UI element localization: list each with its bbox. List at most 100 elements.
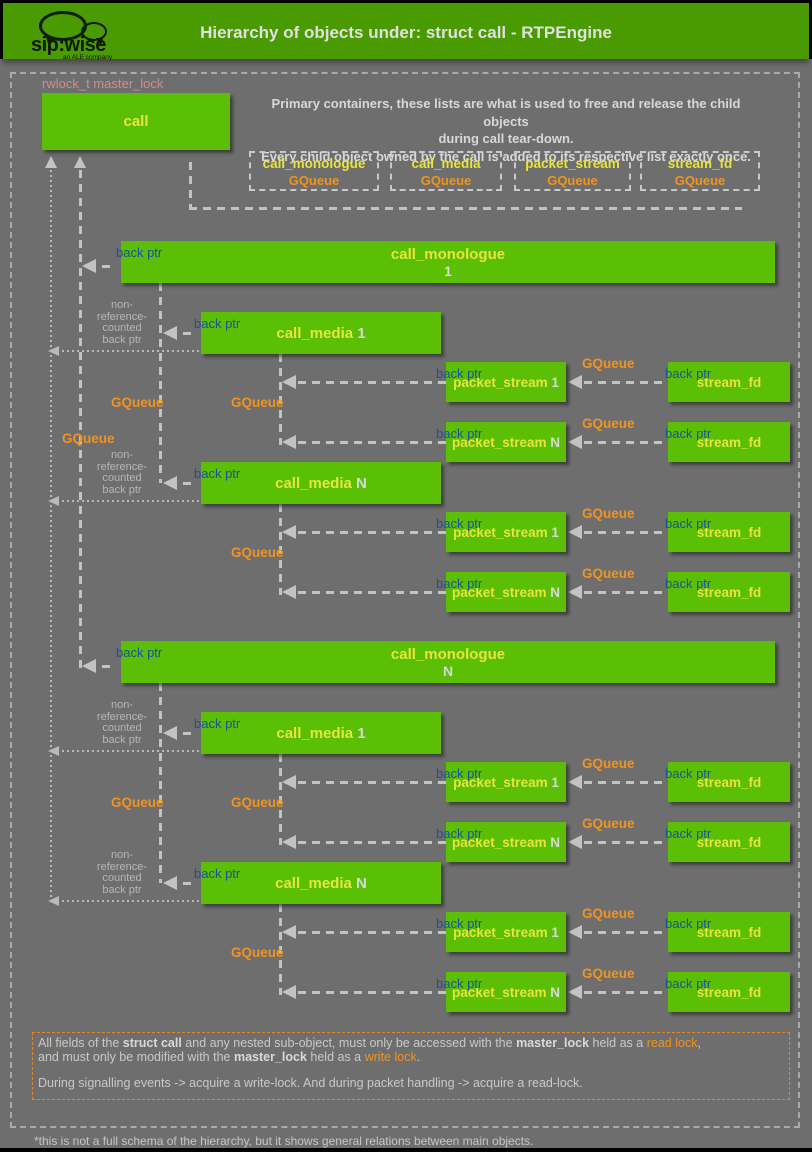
queue-type: GQueue — [547, 173, 598, 188]
back-ptr-label: back ptr — [665, 916, 712, 931]
monologue-name: call_monologue — [390, 245, 506, 263]
gqueue-dash-line — [298, 781, 446, 784]
queue-legend-call-monologue: call_monologue GQueue — [249, 151, 379, 191]
page-title: Hierarchy of objects under: struct call … — [200, 23, 612, 42]
stream-fd-box-1-2-1: stream_fd — [668, 512, 790, 552]
packet-stream-box-1-1-2: packet_stream N — [446, 422, 566, 462]
gqueue-label: GQueue — [231, 545, 284, 560]
stream-gqueue-line-1-1 — [279, 354, 282, 445]
gqueue-label: GQueue — [231, 945, 284, 960]
non-ref-dotted-line — [52, 750, 201, 752]
logo-brand: sip:wise — [31, 34, 106, 56]
back-ptr-label: back ptr — [436, 976, 483, 991]
queue-name: stream_fd — [667, 156, 733, 171]
back-ptr-dash — [183, 482, 197, 485]
non-ref-dotted-line — [52, 350, 201, 352]
gqueue-arrow-icon — [282, 925, 296, 939]
stream-fd-box-2-2-1: stream_fd — [668, 912, 790, 952]
back-ptr-arrow-icon — [568, 435, 582, 449]
gqueue-arrow-icon — [282, 435, 296, 449]
queue-type: GQueue — [288, 173, 340, 188]
non-ref-dotted-line — [52, 900, 201, 902]
gqueue-label: GQueue — [582, 506, 635, 521]
back-ptr-label: back ptr — [194, 316, 241, 331]
back-ptr-arrow-icon — [568, 375, 582, 389]
media-name: call_media — [276, 324, 354, 342]
gqueue-dash-line — [584, 441, 668, 444]
back-ptr-arrow-icon — [568, 985, 582, 999]
stream-gqueue-line-2-1 — [279, 754, 282, 845]
gqueue-label: GQueue — [582, 756, 635, 771]
gqueue-dash-line — [584, 841, 668, 844]
non-ref-dotted-line — [52, 500, 201, 502]
media-box-1-2: call_media N — [201, 462, 441, 504]
monologue-index: 1 — [444, 262, 452, 279]
queue-legend-packet-stream: packet_stream GQueue — [514, 151, 631, 191]
diagram-frame — [10, 72, 800, 1128]
monologue-bar-2: call_monologue N — [121, 641, 775, 683]
gqueue-arrow-icon — [282, 775, 296, 789]
gqueue-label: GQueue — [231, 795, 284, 810]
stream-fd-box-2-1-1: stream_fd — [668, 762, 790, 802]
queue-name: packet_stream — [525, 156, 620, 171]
back-ptr-label: back ptr — [116, 245, 163, 260]
stream-fd-box-2-1-2: stream_fd — [668, 822, 790, 862]
gqueue-label: GQueue — [582, 906, 635, 921]
gqueue-dash-line — [584, 531, 668, 534]
packet-stream-box-1-2-1: packet_stream 1 — [446, 512, 566, 552]
back-ptr-dash — [102, 665, 116, 668]
gqueue-dash-line — [298, 931, 446, 934]
stream-fd-box-1-2-2: stream_fd — [668, 572, 790, 612]
gqueue-dash-line — [298, 441, 446, 444]
call-box-label: call — [123, 113, 149, 130]
back-ptr-dash — [183, 732, 197, 735]
gqueue-label: GQueue — [582, 416, 635, 431]
bottom-edge — [0, 1148, 812, 1152]
back-ptr-label: back ptr — [194, 716, 241, 731]
gqueue-label: GQueue — [582, 566, 635, 581]
queue-legend-stream-fd: stream_fd GQueue — [640, 151, 760, 191]
connector-line — [189, 207, 742, 210]
gqueue-dash-line — [298, 381, 446, 384]
gqueue-arrow-icon — [282, 985, 296, 999]
gqueue-label: GQueue — [582, 356, 635, 371]
back-ptr-arrow-icon — [568, 835, 582, 849]
back-ptr-arrow-icon — [568, 775, 582, 789]
back-ptr-arrow-icon — [163, 726, 177, 740]
gqueue-label: GQueue — [582, 966, 635, 981]
back-ptr-dash — [102, 265, 116, 268]
back-ptr-arrow-icon — [568, 525, 582, 539]
stream-fd-box-2-2-2: stream_fd — [668, 972, 790, 1012]
queue-name: call_media — [411, 156, 481, 171]
queue-type: GQueue — [674, 173, 726, 188]
back-ptr-label: back ptr — [436, 916, 483, 931]
non-ref-label: non-reference-counted back ptr — [96, 849, 148, 896]
monologue-bar-1: call_monologue 1 — [121, 241, 775, 283]
diagram-canvas: rwlock_t master_lock call Primary contai… — [0, 59, 812, 1148]
queue-legend-call-media: call_media GQueue — [390, 151, 502, 191]
gqueue-dash-line — [584, 381, 668, 384]
master-lock-label: rwlock_t master_lock — [42, 76, 164, 91]
gqueue-dash-line — [298, 841, 446, 844]
monologue-gqueue-line — [79, 170, 82, 668]
packet-stream-box-2-1-1: packet_stream 1 — [446, 762, 566, 802]
queue-name: call_monologue — [262, 156, 366, 171]
gqueue-dash-line — [584, 591, 668, 594]
gqueue-label: GQueue — [111, 395, 164, 410]
media-box-2-2: call_media N — [201, 862, 441, 904]
media-box-2-1: call_media 1 — [201, 712, 441, 754]
gqueue-dash-line — [584, 991, 668, 994]
non-ref-label: non-reference-counted back ptr — [96, 299, 148, 346]
gqueue-dash-line — [584, 931, 668, 934]
packet-stream-box-2-2-1: packet_stream 1 — [446, 912, 566, 952]
connector-line — [189, 162, 192, 208]
note-line-3: During signalling events -> acquire a wr… — [38, 1076, 583, 1090]
media-gqueue-line-2 — [159, 683, 162, 883]
header-bar: sip:wise an ALE company Hierarchy of obj… — [3, 3, 809, 61]
back-ptr-label: back ptr — [194, 466, 241, 481]
back-ptr-label: back ptr — [436, 826, 483, 841]
sipwise-logo: sip:wise an ALE company — [29, 7, 149, 61]
intro-line-2: during call tear-down. — [438, 131, 574, 146]
gqueue-dash-line — [298, 531, 446, 534]
media-box-1-1: call_media 1 — [201, 312, 441, 354]
